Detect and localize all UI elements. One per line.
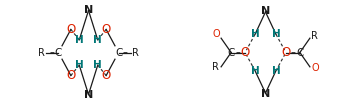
Text: N: N [84,5,93,15]
Text: N: N [84,90,93,100]
Text: O: O [102,69,111,82]
Text: C: C [228,47,235,58]
Text: O: O [66,69,75,82]
Text: N: N [261,89,270,99]
Text: H: H [75,35,84,45]
Text: O: O [241,46,250,59]
Text: H: H [272,66,280,76]
Text: H: H [251,66,259,76]
Text: H: H [75,60,84,70]
Text: N: N [261,6,270,16]
Text: C: C [296,47,303,58]
Text: C: C [115,47,122,58]
Text: R: R [311,31,318,41]
Text: C: C [55,47,62,58]
Text: H: H [93,35,102,45]
Text: H: H [251,29,259,39]
Text: O: O [102,23,111,36]
Text: R: R [38,47,45,58]
Text: O: O [66,23,75,36]
Text: O: O [281,46,290,59]
Text: H: H [272,29,280,39]
Text: –: – [122,47,127,58]
Text: R: R [212,62,219,72]
Text: –: – [50,47,55,58]
Text: R: R [132,47,139,58]
Text: –: – [290,47,295,58]
Text: –: – [236,47,241,58]
Text: O: O [212,29,220,39]
Text: O: O [312,63,319,73]
Text: H: H [93,60,102,70]
